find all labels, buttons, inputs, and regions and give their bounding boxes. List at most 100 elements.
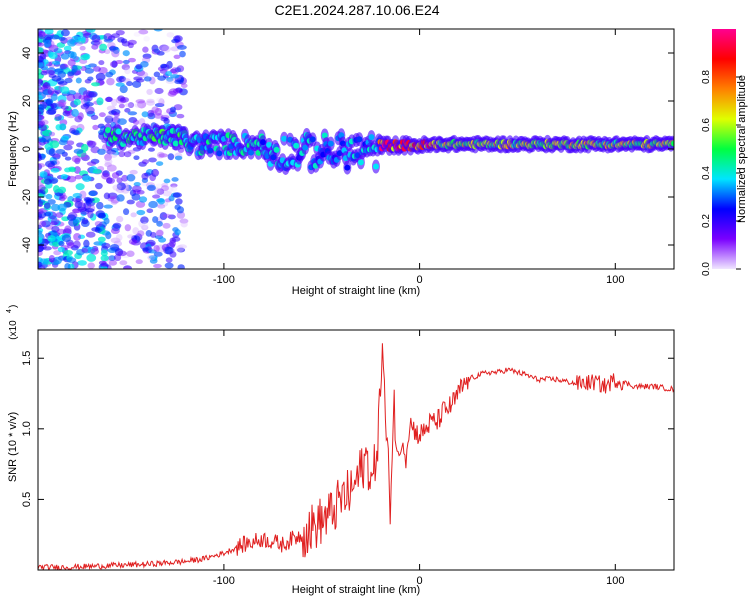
spectrogram-noise-cell xyxy=(99,43,108,51)
spectrogram-noise-cell xyxy=(38,94,44,101)
spectrogram-noise-cell xyxy=(141,159,149,165)
spectrogram-noise-cell xyxy=(63,144,73,151)
spectrogram-noise-cell xyxy=(38,243,44,248)
spectrogram-noise-cell xyxy=(179,218,189,224)
spectrogram-noise-cell xyxy=(132,80,142,88)
spectrogram-noise-cell xyxy=(169,239,176,248)
spectrogram-noise-cell xyxy=(94,220,103,227)
spectrogram-y-tick-label: -20 xyxy=(21,189,33,205)
spectrogram-noise-cell xyxy=(98,112,106,118)
spectrogram-noise-cell xyxy=(172,227,179,233)
spectrogram-noise-cell xyxy=(103,217,110,225)
spectrogram-noise-cell xyxy=(107,192,118,200)
spectrogram-noise-cell xyxy=(115,82,125,87)
colorbar-gradient xyxy=(712,29,736,269)
spectrogram-noise-cell xyxy=(108,255,116,262)
spectrogram-noise-cell xyxy=(66,93,76,102)
spectrogram-noise-cell xyxy=(86,161,97,166)
spectrogram-noise-cell xyxy=(102,170,110,178)
spectrogram-noise-cell xyxy=(174,204,181,210)
spectrogram-noise-cell xyxy=(141,111,149,118)
spectrogram-noise-cell xyxy=(48,131,56,137)
spectrogram-noise-cell xyxy=(104,153,112,161)
spectrogram-band-cell xyxy=(281,135,288,142)
spectrogram-noise-cell xyxy=(67,71,75,77)
colorbar-tick-label: 0.0 xyxy=(701,262,712,276)
snr-x-tick-label: 100 xyxy=(606,575,624,587)
spectrogram-noise-cell xyxy=(38,230,43,235)
spectrogram-noise-cell xyxy=(86,253,97,262)
snr-y-ticks: 0.5 1.0 1.5 xyxy=(21,351,674,507)
spectrogram-noise-cell xyxy=(138,196,148,203)
spectrogram-noise-cell xyxy=(161,45,171,53)
spectrogram-noise-cell xyxy=(80,152,88,161)
spectrogram-noise-cell xyxy=(132,227,140,235)
spectrogram-noise-cell xyxy=(38,55,44,63)
spectrogram-noise-cell xyxy=(172,192,182,198)
spectrogram-noise-cell xyxy=(58,102,65,107)
spectrogram-noise-cell xyxy=(159,44,170,52)
spectrogram-noise-cell xyxy=(133,155,140,160)
spectrogram-band-cell xyxy=(372,163,379,170)
spectrogram-noise-cell xyxy=(140,216,149,224)
spectrogram-noise-cell xyxy=(38,141,42,147)
snr-x-tick-label: -100 xyxy=(213,575,235,587)
spectrogram-noise-cell xyxy=(49,140,60,149)
spectrogram-noise-cell xyxy=(159,212,168,220)
spectrogram-noise-cell xyxy=(111,98,118,107)
spectrogram-noise-cell xyxy=(86,140,94,146)
spectrogram-noise-cell xyxy=(38,42,45,47)
spectrogram-noise-cell xyxy=(113,112,120,118)
spectrogram-noise-cell xyxy=(38,224,42,230)
colorbar-tick-label: 0.4 xyxy=(701,166,712,180)
spectrogram-noise-cell xyxy=(101,260,108,268)
spectrogram-noise-cell xyxy=(103,38,114,43)
spectrogram-noise-cell xyxy=(44,39,52,48)
spectrogram-noise-cell xyxy=(40,124,47,132)
spectrogram-noise-cell xyxy=(77,35,86,42)
spectrogram-noise-cell xyxy=(131,193,141,201)
spectrogram-noise-cell xyxy=(168,88,179,96)
spectrogram-noise-cell xyxy=(97,212,106,219)
spectrogram-noise-cell xyxy=(64,225,72,234)
spectrogram-noise-cell xyxy=(180,221,188,228)
spectrogram-noise-cell xyxy=(148,157,157,163)
spectrogram-noise-cell xyxy=(109,244,120,251)
spectrogram-noise-cell xyxy=(161,182,169,188)
spectrogram-noise-cell xyxy=(155,161,164,167)
spectrogram-noise-cell xyxy=(73,98,81,106)
spectrogram-y-tick-label: 40 xyxy=(21,47,33,59)
spectrogram-noise-cell xyxy=(163,118,170,125)
spectrogram-noise-cell xyxy=(136,209,146,216)
spectrogram-noise-cell xyxy=(131,185,142,193)
spectrogram-noise-cell xyxy=(38,31,47,40)
spectrogram-noise-cell xyxy=(111,49,120,58)
spectrogram-noise-cell xyxy=(170,183,178,188)
spectrogram-noise-cell xyxy=(79,190,87,199)
spectrogram-band-cell xyxy=(207,147,214,154)
spectrogram-band-cell xyxy=(115,128,122,135)
spectrogram-noise-cell xyxy=(135,78,145,83)
snr-panel: -100 0 100 0.5 1.0 1.5 Height of straight li… xyxy=(6,305,675,596)
spectrogram-noise-cell xyxy=(67,38,77,47)
spectrogram-band-cell xyxy=(266,141,273,148)
spectrogram-noise-cell xyxy=(153,263,162,269)
spectrogram-noise-cell xyxy=(116,177,123,184)
spectrogram-band-cell xyxy=(327,140,334,147)
spectrogram-noise-cell xyxy=(60,173,69,180)
spectrogram-noise-cell xyxy=(81,245,92,254)
spectrogram-noise-cell xyxy=(87,262,95,269)
spectrogram-noise-cell xyxy=(54,113,62,121)
spectrogram-noise-cell xyxy=(38,211,47,219)
spectrogram-x-label: Height of straight line (km) xyxy=(292,285,420,297)
spectrogram-noise-cell xyxy=(74,174,83,180)
spectrogram-noise-cell xyxy=(43,202,51,209)
spectrogram-noise-cell xyxy=(164,186,174,193)
spectrogram-noise-cell xyxy=(91,44,99,50)
spectrogram-noise-cell xyxy=(68,167,77,173)
spectrogram-noise-cell xyxy=(73,240,81,249)
spectrogram-noise-cell xyxy=(82,175,92,183)
spectrogram-noise-cell xyxy=(176,211,186,219)
spectrogram-noise-cell xyxy=(162,213,172,218)
spectrogram-noise-cell xyxy=(132,119,140,126)
